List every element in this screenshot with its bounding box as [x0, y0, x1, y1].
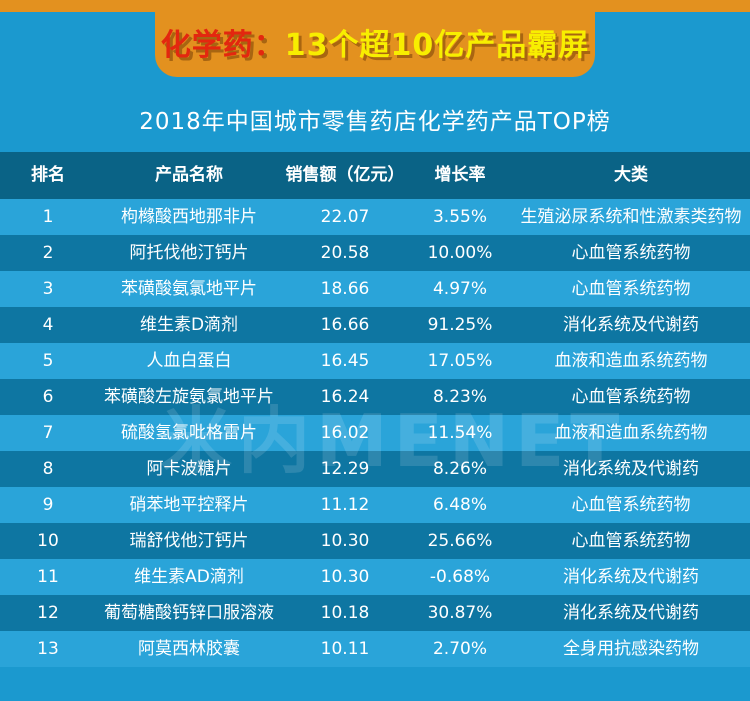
rank-cell: 3 [42, 278, 54, 299]
rank-cell: 7 [42, 422, 54, 443]
growth-cell: 17.05% [427, 350, 493, 371]
sales-cell: 10.30 [320, 530, 370, 551]
category-cell: 血液和造血系统药物 [554, 422, 708, 443]
rank-cell: 13 [37, 638, 59, 659]
sales-cell: 16.02 [320, 422, 370, 443]
product-name-cell: 枸橼酸西地那非片 [121, 206, 257, 227]
table-body: 1 枸橼酸西地那非片 22.07 3.55% 生殖泌尿系统和性激素类药物 2 阿… [0, 199, 750, 667]
headline-prefix: 化学药： [160, 27, 285, 63]
sales-cell: 16.45 [320, 350, 370, 371]
category-cell: 血液和造血系统药物 [554, 350, 708, 371]
growth-cell: 8.23% [432, 386, 487, 407]
product-name-cell: 阿托伐他汀钙片 [129, 242, 249, 263]
sales-cell: 18.66 [320, 278, 370, 299]
sales-cell: 10.11 [320, 638, 370, 659]
sales-cell: 22.07 [320, 206, 370, 227]
growth-cell: -0.68% [429, 566, 491, 587]
table-row: 3 苯磺酸氨氯地平片 18.66 4.97% 心血管系统药物 [0, 271, 750, 307]
growth-cell: 30.87% [427, 602, 493, 623]
product-name-cell: 苯磺酸氨氯地平片 [121, 278, 257, 299]
product-name-cell: 阿卡波糖片 [146, 458, 232, 479]
ranking-table: 排名 产品名称 销售额（亿元） 增长率 大类 1 枸橼酸西地那非片 22.07 … [0, 152, 750, 667]
category-cell: 消化系统及代谢药 [563, 566, 699, 587]
rank-cell: 6 [42, 386, 54, 407]
rank-cell: 8 [42, 458, 54, 479]
rank-cell: 11 [37, 566, 59, 587]
header-product-name: 产品名称 [155, 165, 223, 186]
growth-cell: 10.00% [427, 242, 493, 263]
growth-cell: 3.55% [432, 206, 487, 227]
header-rank: 排名 [31, 165, 65, 186]
growth-cell: 25.66% [427, 530, 493, 551]
header-growth: 增长率 [434, 165, 486, 186]
table-row: 8 阿卡波糖片 12.29 8.26% 消化系统及代谢药 [0, 451, 750, 487]
sales-cell: 10.18 [320, 602, 370, 623]
table-row: 6 苯磺酸左旋氨氯地平片 16.24 8.23% 心血管系统药物 [0, 379, 750, 415]
rank-cell: 1 [42, 206, 54, 227]
table-row: 5 人血白蛋白 16.45 17.05% 血液和造血系统药物 [0, 343, 750, 379]
growth-cell: 6.48% [432, 494, 487, 515]
product-name-cell: 苯磺酸左旋氨氯地平片 [104, 386, 274, 407]
category-cell: 消化系统及代谢药 [563, 458, 699, 479]
rank-cell: 5 [42, 350, 54, 371]
category-cell: 心血管系统药物 [571, 494, 691, 515]
category-cell: 心血管系统药物 [571, 530, 691, 551]
product-name-cell: 瑞舒伐他汀钙片 [129, 530, 249, 551]
table-row: 4 维生素D滴剂 16.66 91.25% 消化系统及代谢药 [0, 307, 750, 343]
table-row: 13 阿莫西林胶囊 10.11 2.70% 全身用抗感染药物 [0, 631, 750, 667]
growth-cell: 91.25% [427, 314, 493, 335]
growth-cell: 8.26% [432, 458, 487, 479]
table-row: 12 葡萄糖酸钙锌口服溶液 10.18 30.87% 消化系统及代谢药 [0, 595, 750, 631]
sales-cell: 10.30 [320, 566, 370, 587]
headline-highlight: 13个超10亿产品霸屏 [284, 27, 590, 63]
growth-cell: 2.70% [432, 638, 487, 659]
category-cell: 心血管系统药物 [571, 242, 691, 263]
product-name-cell: 硝苯地平控释片 [129, 494, 249, 515]
category-cell: 心血管系统药物 [571, 386, 691, 407]
headline-text: 化学药：13个超10亿产品霸屏 [161, 20, 590, 64]
page-title: 2018年中国城市零售药店化学药产品TOP榜 [139, 109, 611, 135]
sales-cell: 12.29 [320, 458, 370, 479]
product-name-cell: 硫酸氢氯吡格雷片 [121, 422, 257, 443]
rank-cell: 2 [42, 242, 54, 263]
headline-banner: 化学药：13个超10亿产品霸屏 [155, 0, 595, 77]
sales-cell: 16.66 [320, 314, 370, 335]
header-sales: 销售额（亿元） [285, 165, 405, 186]
sales-cell: 11.12 [320, 494, 370, 515]
table-row: 10 瑞舒伐他汀钙片 10.30 25.66% 心血管系统药物 [0, 523, 750, 559]
product-name-cell: 葡萄糖酸钙锌口服溶液 [104, 602, 274, 623]
rank-cell: 10 [37, 530, 59, 551]
header-category: 大类 [614, 165, 648, 186]
category-cell: 消化系统及代谢药 [563, 602, 699, 623]
table-row: 1 枸橼酸西地那非片 22.07 3.55% 生殖泌尿系统和性激素类药物 [0, 199, 750, 235]
sales-cell: 16.24 [320, 386, 370, 407]
product-name-cell: 人血白蛋白 [146, 350, 232, 371]
growth-cell: 4.97% [432, 278, 487, 299]
table-row: 11 维生素AD滴剂 10.30 -0.68% 消化系统及代谢药 [0, 559, 750, 595]
table-row: 7 硫酸氢氯吡格雷片 16.02 11.54% 血液和造血系统药物 [0, 415, 750, 451]
rank-cell: 12 [37, 602, 59, 623]
table-header-row: 排名 产品名称 销售额（亿元） 增长率 大类 [0, 152, 750, 199]
product-name-cell: 维生素D滴剂 [139, 314, 239, 335]
category-cell: 消化系统及代谢药 [563, 314, 699, 335]
growth-cell: 11.54% [427, 422, 493, 443]
category-cell: 生殖泌尿系统和性激素类药物 [520, 206, 742, 227]
category-cell: 全身用抗感染药物 [563, 638, 699, 659]
table-row: 2 阿托伐他汀钙片 20.58 10.00% 心血管系统药物 [0, 235, 750, 271]
product-name-cell: 维生素AD滴剂 [134, 566, 244, 587]
rank-cell: 4 [42, 314, 54, 335]
rank-cell: 9 [42, 494, 54, 515]
sales-cell: 20.58 [320, 242, 370, 263]
category-cell: 心血管系统药物 [571, 278, 691, 299]
table-row: 9 硝苯地平控释片 11.12 6.48% 心血管系统药物 [0, 487, 750, 523]
product-name-cell: 阿莫西林胶囊 [138, 638, 240, 659]
